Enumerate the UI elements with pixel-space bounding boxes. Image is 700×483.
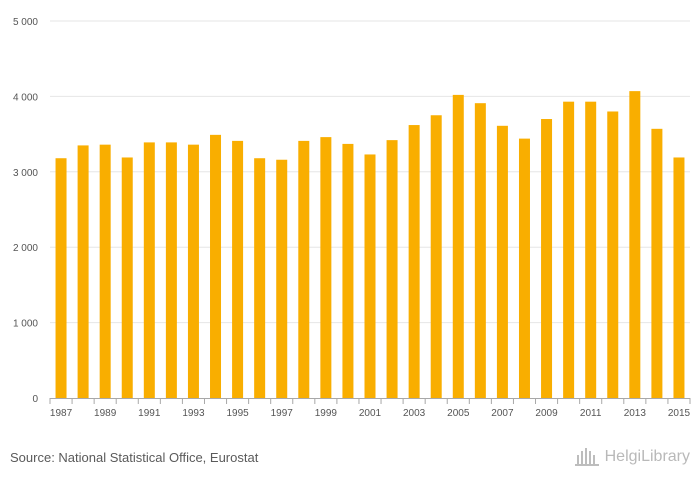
chart-footer: Source: National Statistical Office, Eur… xyxy=(0,438,700,483)
x-tick-label: 2001 xyxy=(359,408,382,419)
x-tick-label: 2007 xyxy=(491,408,514,419)
bar-1995 xyxy=(232,140,244,399)
y-tick-label: 5 000 xyxy=(13,17,38,28)
bar-1990 xyxy=(121,157,133,398)
y-tick-label: 0 xyxy=(32,394,38,405)
bar-2010 xyxy=(563,101,575,398)
bar-2012 xyxy=(607,111,619,398)
bar-2008 xyxy=(518,138,530,398)
bar-1988 xyxy=(77,145,89,398)
helgi-library-logo-icon xyxy=(574,448,599,466)
bar-1996 xyxy=(254,158,266,398)
x-tick-label: 2013 xyxy=(624,408,647,419)
x-tick-label: 1989 xyxy=(94,408,117,419)
bar-1994 xyxy=(210,134,222,398)
bar-1989 xyxy=(99,144,111,398)
bar-2000 xyxy=(342,143,354,398)
x-tick-label: 1987 xyxy=(50,408,73,419)
x-tick-label: 1991 xyxy=(138,408,161,419)
bar-2002 xyxy=(386,140,398,398)
x-tick-label: 1993 xyxy=(182,408,205,419)
x-axis-tick-labels: 1987 1989 1991 1993 1995 1997 1999 2001 2003 2005… xyxy=(50,408,691,419)
bar-1999 xyxy=(320,137,332,398)
x-tick-label: 2009 xyxy=(535,408,558,419)
source-note: Source: National Statistical Office, Eur… xyxy=(10,450,259,465)
bar-2011 xyxy=(585,101,597,398)
bar-1987 xyxy=(55,158,67,398)
bar-2005 xyxy=(452,94,464,398)
bar-2007 xyxy=(496,125,508,398)
bar-1997 xyxy=(276,159,288,398)
bar-2001 xyxy=(364,154,376,398)
helgi-library-logo[interactable]: HelgiLibrary xyxy=(574,444,690,470)
x-tick-label: 2011 xyxy=(580,408,602,419)
x-tick-label: 2003 xyxy=(403,408,426,419)
x-tick-label: 2005 xyxy=(447,408,470,419)
y-tick-label: 3 000 xyxy=(13,168,38,179)
y-tick-label: 4 000 xyxy=(13,92,38,103)
bar-2009 xyxy=(541,119,553,399)
bar-1991 xyxy=(143,142,155,398)
x-tick-label: 1999 xyxy=(315,408,338,419)
logo-text: HelgiLibrary xyxy=(604,448,690,465)
x-tick-label: 1995 xyxy=(226,408,249,419)
bar-2015 xyxy=(673,157,685,398)
bar-2013 xyxy=(629,91,641,398)
x-tick-label: 1997 xyxy=(271,408,294,419)
y-tick-label: 2 000 xyxy=(13,243,38,254)
bar-2006 xyxy=(474,103,486,398)
y-tick-label: 1 000 xyxy=(13,319,38,330)
bar-2003 xyxy=(408,125,420,398)
bar-2004 xyxy=(430,115,442,398)
x-axis xyxy=(49,398,691,404)
bar-2014 xyxy=(651,128,663,398)
bars xyxy=(55,91,685,399)
bar-1993 xyxy=(187,144,199,398)
x-tick-label: 2015 xyxy=(668,408,691,419)
bar-1998 xyxy=(298,140,310,399)
y-axis-tick-labels: 0 1 000 2 000 3 000 4 000 5 000 xyxy=(13,17,38,405)
bar-1992 xyxy=(165,142,177,398)
